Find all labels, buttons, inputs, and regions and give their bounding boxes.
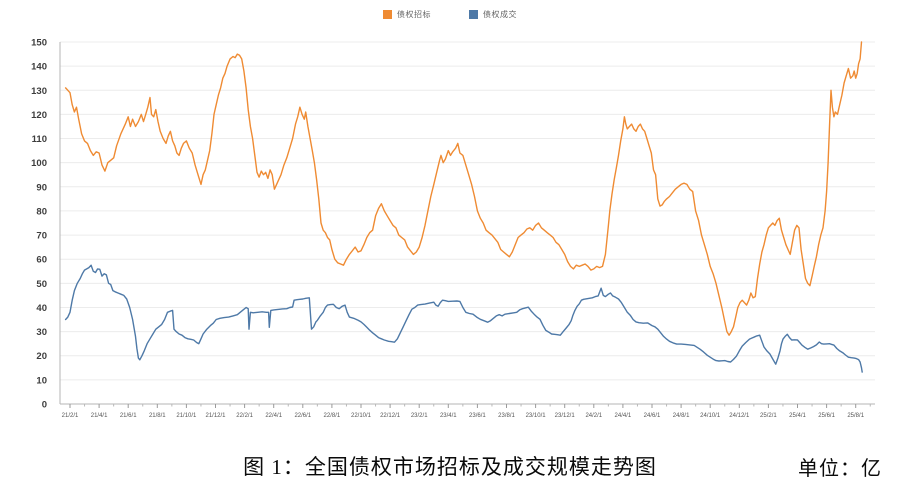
- svg-text:140: 140: [31, 62, 47, 73]
- svg-text:24/8/1: 24/8/1: [673, 413, 690, 419]
- svg-text:25/6/1: 25/6/1: [818, 413, 835, 419]
- svg-text:21/4/1: 21/4/1: [91, 413, 108, 419]
- svg-text:10: 10: [36, 375, 47, 386]
- svg-text:40: 40: [36, 303, 47, 314]
- svg-text:24/10/1: 24/10/1: [700, 413, 721, 419]
- svg-text:25/2/1: 25/2/1: [760, 413, 777, 419]
- svg-text:23/8/1: 23/8/1: [498, 413, 515, 419]
- svg-text:24/4/1: 24/4/1: [615, 413, 632, 419]
- svg-text:130: 130: [31, 86, 47, 97]
- legend-item-deal[interactable]: 债权成交: [469, 9, 517, 20]
- svg-text:0: 0: [42, 400, 47, 411]
- svg-text:22/6/1: 22/6/1: [294, 413, 311, 419]
- svg-text:120: 120: [31, 110, 47, 121]
- trend-chart: 0 10 20 30 40 50 60 70 80 90 100 110 120 130 140 150 21/…: [31, 38, 875, 419]
- legend-label-deal: 债权成交: [483, 10, 517, 19]
- svg-text:70: 70: [36, 231, 47, 242]
- svg-text:23/12/1: 23/12/1: [555, 413, 576, 419]
- legend-swatch-tender-icon: [383, 10, 392, 19]
- legend-item-tender[interactable]: 债权招标: [383, 9, 431, 20]
- svg-text:21/10/1: 21/10/1: [176, 413, 197, 419]
- svg-text:21/12/1: 21/12/1: [205, 413, 226, 419]
- svg-text:24/6/1: 24/6/1: [644, 413, 661, 419]
- figure-caption: 图 1：全国债权市场招标及成交规模走势图: [243, 455, 657, 479]
- svg-text:24/12/1: 24/12/1: [729, 413, 750, 419]
- svg-text:150: 150: [31, 38, 47, 49]
- svg-text:25/4/1: 25/4/1: [789, 413, 806, 419]
- svg-text:21/8/1: 21/8/1: [149, 413, 166, 419]
- legend-swatch-deal-icon: [469, 10, 478, 19]
- svg-text:20: 20: [36, 351, 47, 362]
- svg-text:30: 30: [36, 327, 47, 338]
- svg-text:23/6/1: 23/6/1: [469, 413, 486, 419]
- svg-text:110: 110: [32, 134, 47, 145]
- svg-text:23/4/1: 23/4/1: [440, 413, 457, 419]
- svg-text:21/6/1: 21/6/1: [120, 413, 137, 419]
- svg-text:21/2/1: 21/2/1: [62, 413, 79, 419]
- trend-chart-area: 0 10 20 30 40 50 60 70 80 90 100 110 120 130 140 150 21/…: [31, 38, 875, 419]
- svg-text:22/4/1: 22/4/1: [265, 413, 282, 419]
- svg-text:60: 60: [36, 255, 47, 266]
- svg-text:22/12/1: 22/12/1: [380, 413, 401, 419]
- svg-text:100: 100: [31, 158, 47, 169]
- svg-text:90: 90: [36, 182, 47, 193]
- chart-legend: 债权招标 债权成交: [205, 9, 695, 20]
- svg-text:23/10/1: 23/10/1: [526, 413, 547, 419]
- svg-text:50: 50: [36, 279, 47, 290]
- svg-text:22/8/1: 22/8/1: [324, 413, 341, 419]
- unit-label: 单位：亿: [798, 458, 882, 480]
- caption-row: 图 1：全国债权市场招标及成交规模走势图 单位：亿: [0, 447, 900, 487]
- svg-text:22/2/1: 22/2/1: [236, 413, 253, 419]
- svg-text:25/8/1: 25/8/1: [847, 413, 864, 419]
- svg-text:24/2/1: 24/2/1: [585, 413, 602, 419]
- legend-label-tender: 债权招标: [397, 10, 431, 19]
- svg-text:23/2/1: 23/2/1: [411, 413, 428, 419]
- svg-text:80: 80: [36, 206, 47, 217]
- svg-text:22/10/1: 22/10/1: [351, 413, 372, 419]
